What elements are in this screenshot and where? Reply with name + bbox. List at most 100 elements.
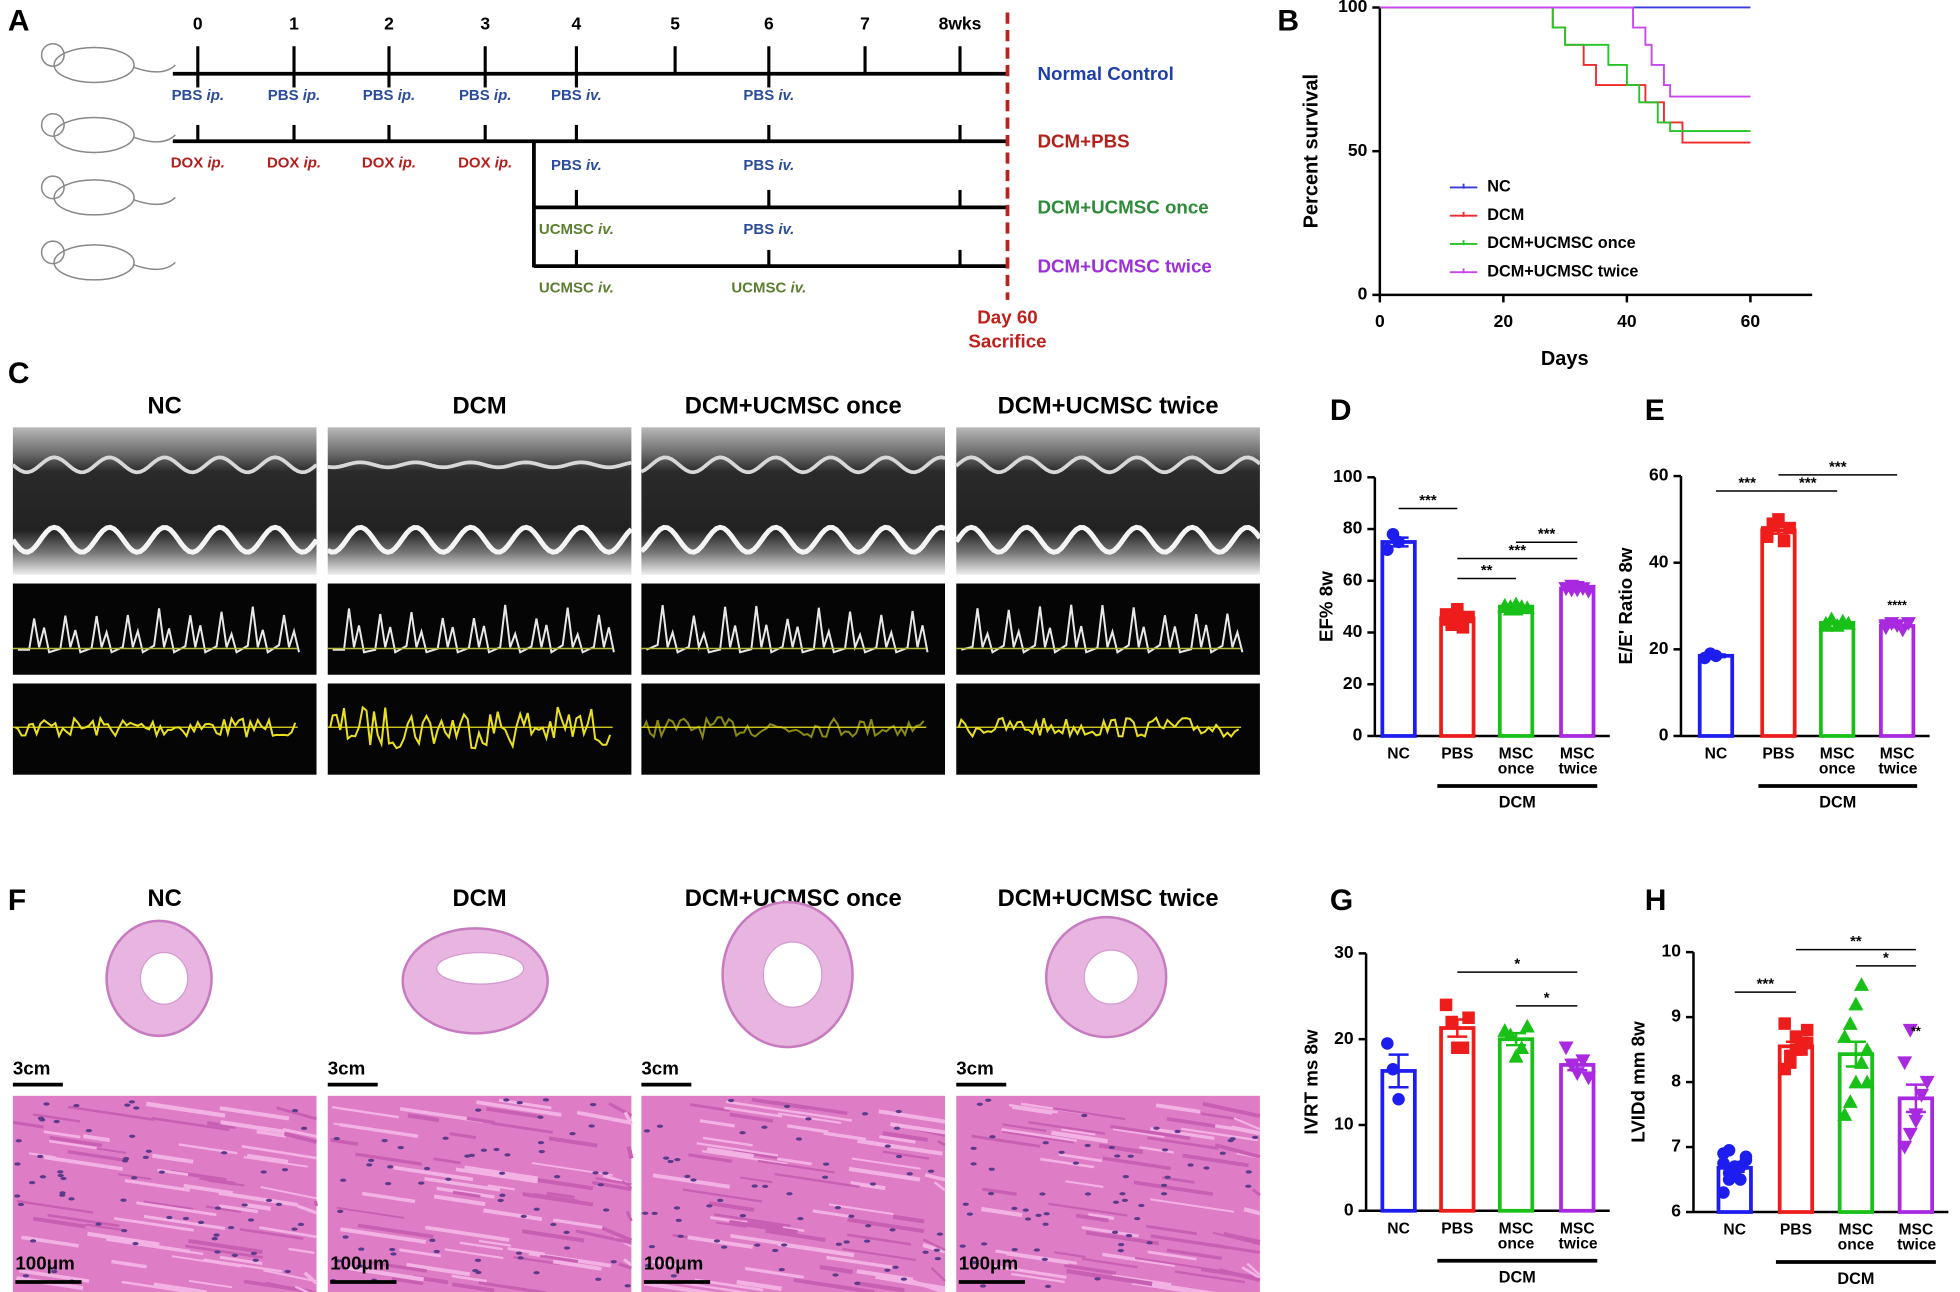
nucleus — [538, 1149, 545, 1154]
treatment-label: UCMSC iv. — [731, 280, 806, 297]
y-tick-label: 80 — [1343, 518, 1362, 538]
muscle-fiber — [121, 1280, 194, 1292]
muscle-fiber — [67, 1105, 155, 1122]
scale-label: 100μm — [959, 1252, 1018, 1273]
scale-label: 3cm — [13, 1058, 50, 1079]
treatment-label: PBS iv. — [743, 87, 794, 104]
muscle-fiber — [219, 1255, 263, 1266]
y-tick-label: 60 — [1343, 569, 1362, 589]
muscle-fiber — [206, 1121, 236, 1130]
muscle-fiber — [823, 1131, 867, 1142]
significance-label: ** — [1481, 562, 1493, 579]
significance-label: * — [1514, 956, 1520, 973]
nucleus — [805, 1117, 812, 1121]
nucleus — [648, 1244, 656, 1249]
data-point — [1772, 513, 1785, 526]
treatment-route: iv. — [778, 87, 794, 104]
echo-mmode — [641, 427, 946, 575]
nucleus — [597, 1183, 604, 1187]
nucleus — [335, 1259, 342, 1263]
muscle-fiber — [1233, 1117, 1261, 1131]
data-point — [1381, 1037, 1394, 1050]
muscle-fiber — [709, 1201, 755, 1212]
muscle-fiber — [699, 1119, 735, 1128]
panel-title: DCM+UCMSC twice — [998, 886, 1219, 912]
nucleus — [761, 1125, 768, 1129]
data-point — [1392, 535, 1405, 549]
muscle-fiber — [143, 1200, 194, 1211]
nucleus — [57, 1170, 64, 1174]
nucleus — [1219, 1151, 1226, 1155]
muscle-fiber — [49, 1135, 103, 1148]
muscle-fiber — [1052, 1107, 1126, 1121]
muscle-fiber — [452, 1190, 481, 1198]
muscle-fiber — [48, 1139, 97, 1150]
significance-note: ** — [1911, 1024, 1921, 1038]
data-point — [1908, 1114, 1924, 1129]
data-point — [1519, 600, 1535, 615]
nucleus — [610, 1260, 617, 1264]
data-point — [1508, 601, 1524, 616]
nucleus — [418, 1181, 425, 1185]
muscle-fiber — [1002, 1130, 1075, 1144]
muscle-fiber — [1011, 1272, 1065, 1284]
nucleus — [22, 1274, 30, 1278]
data-point — [1848, 996, 1864, 1011]
muscle-fiber — [113, 1216, 194, 1232]
muscle-fiber — [907, 1277, 946, 1292]
treatment-label: UCMSC iv. — [539, 280, 614, 297]
muscle-fiber — [239, 1227, 304, 1241]
group-label: DCM+UCMSC twice — [1037, 255, 1211, 276]
treatment-agent: PBS — [459, 87, 490, 104]
panel-letter: C — [8, 357, 30, 390]
nucleus — [651, 1211, 658, 1215]
nucleus — [781, 1243, 788, 1247]
muscle-fiber — [259, 1226, 317, 1239]
y-tick-label: 7 — [1671, 1136, 1681, 1156]
y-tick-label: 0 — [1344, 1199, 1354, 1219]
muscle-fiber — [1054, 1251, 1086, 1258]
nucleus — [656, 1124, 664, 1128]
muscle-fiber — [1218, 1268, 1261, 1283]
muscle-fiber — [199, 1177, 245, 1187]
muscle-fiber — [478, 1281, 546, 1292]
nucleus — [832, 1273, 839, 1277]
nucleus — [706, 1204, 713, 1208]
panel-title: DCM — [453, 886, 507, 912]
muscle-fiber — [67, 1149, 127, 1163]
nucleus — [675, 1218, 682, 1222]
nucleus — [342, 1235, 349, 1239]
muscle-fiber — [1061, 1126, 1096, 1136]
muscle-fiber — [1110, 1124, 1191, 1140]
data-point — [1902, 1127, 1918, 1142]
nucleus — [1072, 1161, 1080, 1165]
nucleus — [1024, 1217, 1032, 1221]
muscle-fiber — [1098, 1143, 1143, 1155]
x-tick-label: NC — [1704, 745, 1728, 763]
nucleus — [145, 1149, 152, 1153]
muscle-fiber — [797, 1111, 853, 1122]
nucleus — [667, 1159, 674, 1164]
data-point — [1818, 618, 1834, 632]
muscle-fiber — [183, 1183, 234, 1195]
muscle-fiber — [1251, 1188, 1261, 1197]
data-point — [1386, 1062, 1400, 1076]
nucleus — [37, 1116, 44, 1120]
nucleus — [43, 1102, 50, 1106]
muscle-fiber — [1147, 1136, 1219, 1150]
nucleus — [291, 1109, 299, 1113]
nucleus — [475, 1108, 482, 1112]
bar — [1497, 604, 1535, 738]
muscle-fiber — [533, 1192, 579, 1203]
legend-label: DCM+UCMSC twice — [1487, 262, 1638, 280]
nucleus — [823, 1162, 830, 1166]
echo-wall — [327, 460, 632, 470]
nucleus — [624, 1284, 631, 1288]
muscle-fiber — [812, 1209, 849, 1218]
data-point — [1778, 1017, 1791, 1030]
treatment-route: ip. — [399, 155, 416, 172]
nucleus — [387, 1165, 394, 1169]
category-label-box: NC — [1387, 1221, 1410, 1236]
echo-doppler — [641, 583, 946, 675]
